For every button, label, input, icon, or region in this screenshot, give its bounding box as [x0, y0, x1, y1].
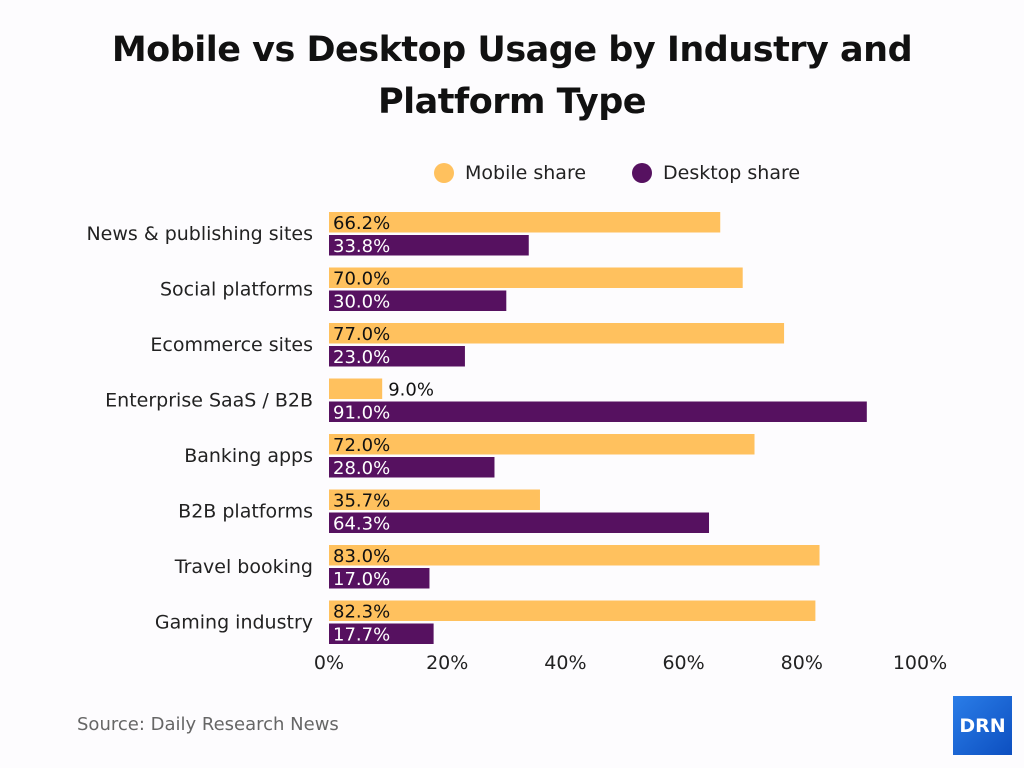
category-label: Gaming industry	[155, 612, 313, 634]
data-label: 77.0%	[333, 324, 390, 345]
data-label: 35.7%	[333, 491, 390, 512]
chart-title: Mobile vs Desktop Usage by Industry and …	[111, 30, 913, 122]
category-label: Ecommerce sites	[150, 334, 313, 356]
bar-mobile	[329, 600, 816, 621]
data-label: 17.7%	[333, 625, 390, 646]
bar-desktop	[329, 568, 430, 589]
bar-desktop	[329, 623, 434, 644]
bar-mobile	[329, 489, 540, 510]
x-tick-label: 40%	[544, 652, 586, 674]
category-label: Travel booking	[174, 556, 313, 578]
legend-marker	[434, 163, 454, 183]
bar-mobile	[329, 212, 721, 233]
category-label: Enterprise SaaS / B2B	[105, 390, 313, 412]
data-label: 9.0%	[388, 380, 434, 401]
bar-desktop	[329, 235, 529, 256]
category-label: B2B platforms	[178, 501, 313, 523]
drn-logo: DRN	[953, 696, 1012, 755]
legend-label: Mobile share	[465, 162, 586, 184]
bar-mobile	[329, 434, 755, 455]
category-label: Social platforms	[160, 279, 313, 301]
bar-mobile	[329, 323, 785, 344]
category-label: Banking apps	[184, 445, 313, 467]
x-tick-label: 20%	[426, 652, 468, 674]
data-label: 33.8%	[333, 236, 390, 257]
bar-desktop	[329, 512, 710, 533]
bar-desktop	[329, 457, 495, 478]
data-label: 72.0%	[333, 435, 390, 456]
data-label: 91.0%	[333, 403, 390, 424]
data-label: 17.0%	[333, 569, 390, 590]
category-label: News & publishing sites	[86, 223, 313, 245]
bar-desktop	[329, 401, 867, 422]
bar-desktop	[329, 290, 507, 311]
data-label: 64.3%	[333, 514, 390, 535]
data-label: 70.0%	[333, 269, 390, 290]
data-label: 83.0%	[333, 546, 390, 567]
bar-mobile	[329, 267, 743, 288]
bar-desktop	[329, 346, 465, 367]
bar-mobile	[329, 545, 820, 566]
data-label: 23.0%	[333, 347, 390, 368]
legend-label: Desktop share	[663, 162, 800, 184]
x-tick-label: 0%	[314, 652, 344, 674]
data-label: 82.3%	[333, 602, 390, 623]
source-note: Source: Daily Research News	[77, 714, 339, 735]
x-tick-label: 60%	[662, 652, 704, 674]
bar-mobile	[329, 378, 383, 399]
data-label: 28.0%	[333, 458, 390, 479]
data-label: 66.2%	[333, 213, 390, 234]
data-label: 30.0%	[333, 292, 390, 313]
legend-marker	[632, 163, 652, 183]
x-tick-label: 80%	[781, 652, 823, 674]
x-tick-label: 100%	[893, 652, 947, 674]
